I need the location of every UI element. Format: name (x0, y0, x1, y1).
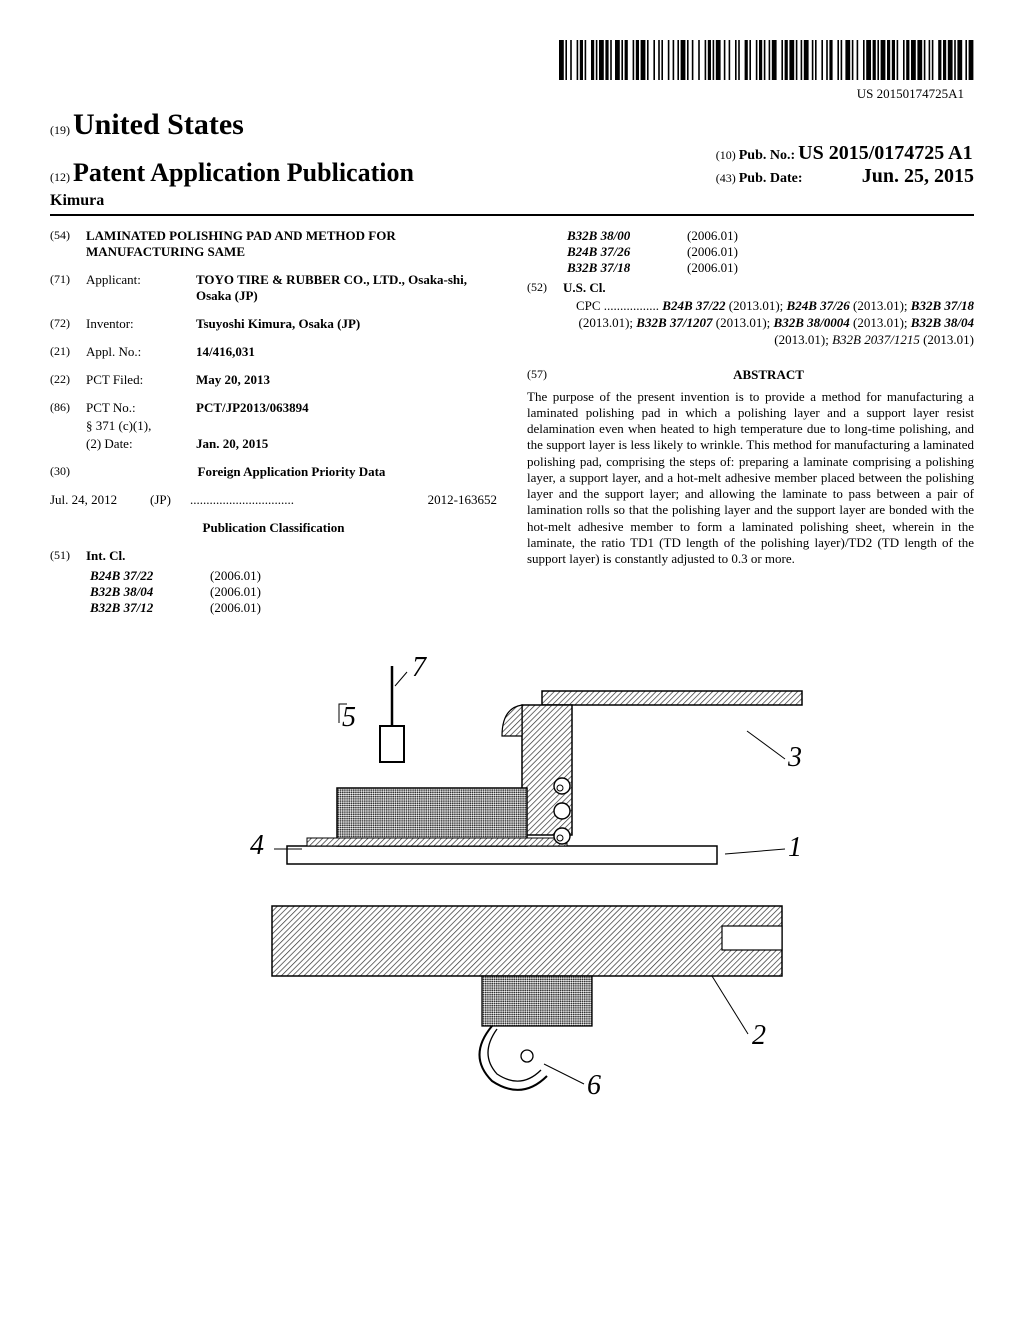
pubdate-value: Jun. 25, 2015 (862, 165, 974, 187)
pubdate-label: Pub. Date: (739, 171, 859, 187)
foreign-heading: Foreign Application Priority Data (86, 464, 497, 480)
body-columns: (54) LAMINATED POLISHING PAD AND METHOD … (50, 228, 974, 616)
pctfiled-value: May 20, 2013 (196, 372, 497, 388)
pubno-label: Pub. No.: (739, 148, 795, 163)
foreign-heading-row: (30) Foreign Application Priority Data (50, 464, 497, 480)
barcode-icon (554, 40, 974, 80)
abstract-text: The purpose of the present invention is … (527, 389, 974, 568)
pctno-num: (86) (50, 400, 86, 415)
pubclass-heading: Publication Classification (50, 520, 497, 536)
abstract-num: (57) (527, 367, 563, 383)
header-block: (19) United States (12) Patent Applicati… (50, 108, 974, 188)
applicant-num: (71) (50, 272, 86, 287)
barcode-text: US 20150174725A1 (50, 86, 964, 102)
s371-row1: § 371 (c)(1), (50, 418, 497, 434)
foreign-num: (30) (50, 464, 86, 479)
uscl-row: (52) U.S. Cl. (527, 280, 974, 296)
uscl-label: U.S. Cl. (563, 280, 974, 296)
inventor-num: (72) (50, 316, 86, 331)
title-num: (54) (50, 228, 86, 243)
header-prefix-19: (19) (50, 123, 70, 137)
foreign-dots: ................................ (190, 492, 428, 508)
svg-text:7: 7 (412, 652, 427, 683)
abstract-label: ABSTRACT (563, 367, 974, 383)
abstract-heading-row: (57) ABSTRACT (527, 367, 974, 383)
applicant-value: TOYO TIRE & RUBBER CO., LTD., Osaka-shi,… (196, 272, 497, 304)
intcl-label: Int. Cl. (86, 548, 497, 564)
applno-num: (21) (50, 344, 86, 359)
inventor-label: Inventor: (86, 316, 196, 332)
pctno-label: PCT No.: (86, 400, 196, 416)
applicant-label: Applicant: (86, 272, 196, 288)
header-us: United States (73, 108, 244, 141)
pctfiled-row: (22) PCT Filed: May 20, 2013 (50, 372, 497, 388)
foreign-date: Jul. 24, 2012 (50, 492, 150, 508)
s371-row2: (2) Date: Jan. 20, 2015 (50, 436, 497, 452)
figure-container: 7 5 3 4 1 2 6 (50, 646, 974, 1110)
svg-text:1: 1 (788, 832, 802, 863)
header-pub: Patent Application Publication (73, 158, 414, 187)
author-name: Kimura (50, 192, 104, 210)
pctfiled-label: PCT Filed: (86, 372, 196, 388)
pubdate-prefix: (43) (716, 171, 736, 185)
uscl-num: (52) (527, 280, 563, 295)
pubno-prefix: (10) (716, 148, 736, 162)
intcl-table-right: B32B 38/00(2006.01)B24B 37/26(2006.01)B3… (567, 228, 974, 276)
right-column: B32B 38/00(2006.01)B24B 37/26(2006.01)B3… (527, 228, 974, 616)
intcl-table-left: B24B 37/22(2006.01)B32B 38/04(2006.01)B3… (90, 568, 497, 616)
intcl-num: (51) (50, 548, 86, 563)
svg-text:6: 6 (587, 1070, 601, 1101)
s371-date-label: (2) Date: (86, 436, 196, 452)
pctno-value: PCT/JP2013/063894 (196, 400, 497, 416)
applicant-row: (71) Applicant: TOYO TIRE & RUBBER CO., … (50, 272, 497, 304)
inventor-row: (72) Inventor: Tsuyoshi Kimura, Osaka (J… (50, 316, 497, 332)
pubno-value: US 2015/0174725 A1 (798, 142, 972, 164)
applno-value: 14/416,031 (196, 344, 497, 360)
applno-row: (21) Appl. No.: 14/416,031 (50, 344, 497, 360)
pctno-row: (86) PCT No.: PCT/JP2013/063894 (50, 400, 497, 416)
intcl-row: (51) Int. Cl. (50, 548, 497, 564)
s371-label: § 371 (c)(1), (86, 418, 196, 434)
barcode-region: US 20150174725A1 (50, 40, 974, 102)
svg-text:5: 5 (342, 702, 356, 733)
svg-text:2: 2 (752, 1020, 766, 1051)
author-line: Kimura (50, 192, 974, 216)
left-column: (54) LAMINATED POLISHING PAD AND METHOD … (50, 228, 497, 616)
pctfiled-num: (22) (50, 372, 86, 387)
inventor-value: Tsuyoshi Kimura, Osaka (JP) (196, 316, 497, 332)
title-row: (54) LAMINATED POLISHING PAD AND METHOD … (50, 228, 497, 260)
foreign-data-row: Jul. 24, 2012 (JP) .....................… (50, 492, 497, 508)
foreign-app: 2012-163652 (428, 492, 497, 508)
patent-figure: 7 5 3 4 1 2 6 (192, 646, 832, 1106)
svg-text:4: 4 (250, 830, 264, 861)
foreign-country: (JP) (150, 492, 190, 508)
title-text: LAMINATED POLISHING PAD AND METHOD FOR M… (86, 228, 497, 260)
header-prefix-12: (12) (50, 170, 70, 184)
applno-label: Appl. No.: (86, 344, 196, 360)
cpc-block: CPC ................. B24B 37/22 (2013.0… (527, 298, 974, 349)
s371-date-value: Jan. 20, 2015 (196, 436, 497, 452)
svg-text:3: 3 (787, 742, 802, 773)
